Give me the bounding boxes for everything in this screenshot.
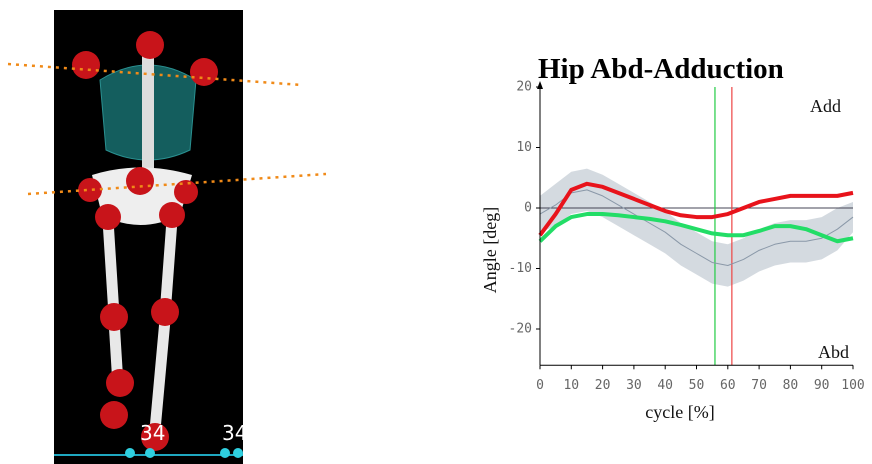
x-tick-label: 10 <box>563 378 579 393</box>
y-tick-label: 10 <box>516 140 532 155</box>
markers <box>72 31 218 451</box>
x-tick-label: 70 <box>751 378 767 393</box>
x-tick-label: 40 <box>657 378 673 393</box>
annotation: Abd <box>818 342 849 362</box>
y-tick-label: 0 <box>524 201 532 216</box>
marker-label: 34 <box>140 421 165 445</box>
x-axis-label: cycle [%] <box>645 402 714 422</box>
x-tick-label: 60 <box>720 378 736 393</box>
skeleton-viewer: 34 34 <box>54 10 247 464</box>
series-line <box>538 212 854 244</box>
series-line <box>539 189 854 266</box>
x-tick-label: 50 <box>689 378 705 393</box>
marker-label: 34 <box>222 421 247 445</box>
series-line <box>538 181 854 237</box>
x-tick-label: 30 <box>626 378 642 393</box>
spine <box>142 50 154 180</box>
x-tick-label: 0 <box>536 378 544 393</box>
label-clip: 34 <box>222 421 247 445</box>
annotation: Add <box>810 96 841 116</box>
chart: Hip Abd-Adduction Add Abd cycle [%] Angl… <box>480 53 865 422</box>
x-tick-label: 100 <box>841 378 864 393</box>
pelvis-line <box>27 172 327 196</box>
std-band <box>540 168 853 287</box>
y-tick-label: -20 <box>509 322 532 337</box>
x-tick-label: 80 <box>783 378 799 393</box>
y-tick-label: -10 <box>509 261 532 276</box>
y-tick-label: 20 <box>516 80 532 95</box>
shoulder-line <box>7 62 303 87</box>
floor-markers <box>125 448 243 458</box>
chart-title: Hip Abd-Adduction <box>538 53 784 85</box>
x-tick-label: 90 <box>814 378 830 393</box>
x-tick-label: 20 <box>595 378 611 393</box>
y-axis-label: Angle [deg] <box>480 207 500 293</box>
